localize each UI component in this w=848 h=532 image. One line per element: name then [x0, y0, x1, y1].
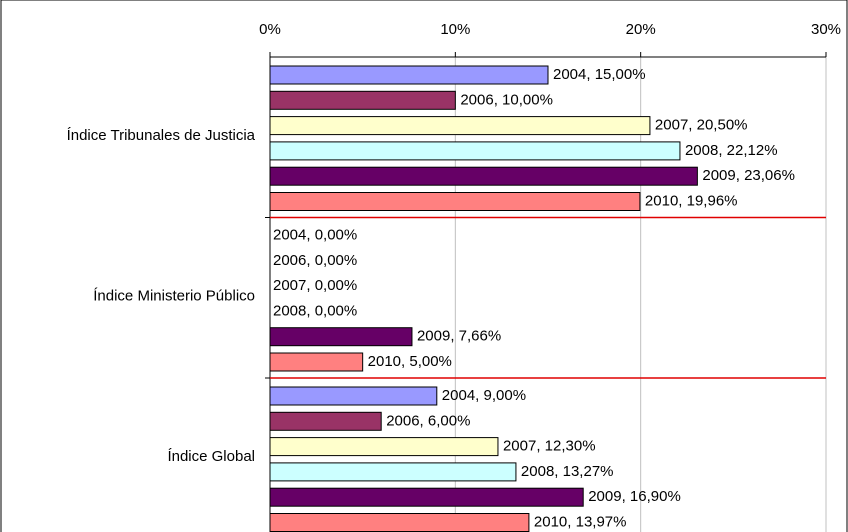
bar	[269, 462, 517, 482]
value-label: 2007, 0,00%	[273, 277, 357, 294]
bar	[269, 411, 382, 431]
value-label: 2006, 0,00%	[273, 252, 357, 269]
value-label: 2006, 6,00%	[386, 412, 470, 429]
bar	[269, 327, 413, 347]
x-tick-label: 30%	[811, 21, 841, 38]
value-label: 2007, 12,30%	[503, 438, 596, 455]
value-label: 2004, 9,00%	[442, 387, 526, 404]
value-label: 2007, 20,50%	[655, 117, 748, 134]
bar	[269, 352, 364, 372]
x-tick-label: 10%	[440, 21, 470, 38]
bar	[269, 65, 549, 85]
value-label: 2006, 10,00%	[460, 91, 553, 108]
bar	[269, 513, 530, 532]
bar	[269, 192, 641, 211]
value-label: 2010, 5,00%	[368, 353, 452, 370]
value-label: 2008, 13,27%	[521, 463, 614, 480]
category-label: Índice Tribunales de Justicia	[67, 127, 256, 144]
bar	[269, 116, 651, 136]
value-label: 2010, 13,97%	[534, 513, 627, 530]
x-tick-label: 0%	[259, 21, 281, 38]
bar	[269, 166, 698, 186]
value-label: 2009, 16,90%	[588, 488, 681, 505]
bar	[269, 386, 438, 406]
bar	[269, 90, 456, 110]
value-label: 2008, 22,12%	[685, 142, 778, 159]
value-label: 2009, 7,66%	[417, 328, 501, 345]
category-label: Índice Ministerio Público	[93, 288, 255, 305]
value-label: 2004, 0,00%	[273, 226, 357, 243]
bar	[269, 141, 681, 161]
bar	[269, 437, 499, 457]
x-tick-label: 20%	[626, 21, 656, 38]
category-label: Índice Global	[167, 448, 255, 465]
value-label: 2009, 23,06%	[702, 167, 795, 184]
value-label: 2010, 19,96%	[645, 192, 738, 209]
value-label: 2008, 0,00%	[273, 302, 357, 319]
value-label: 2004, 15,00%	[553, 66, 646, 83]
bar	[269, 487, 584, 507]
